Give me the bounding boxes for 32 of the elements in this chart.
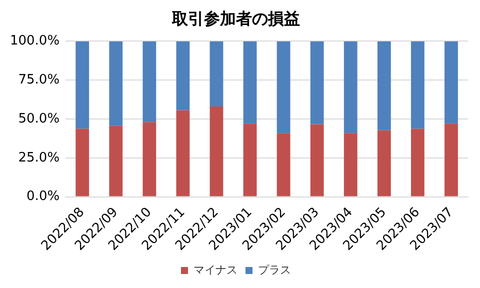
bar xyxy=(276,133,290,196)
chart-title: 取引参加者の損益 xyxy=(171,8,300,28)
bar xyxy=(444,124,458,196)
bar xyxy=(210,106,224,196)
bar xyxy=(377,41,391,130)
y-tick-label: 100.0% xyxy=(10,34,60,49)
bar xyxy=(276,41,290,134)
y-tick-label: 25.0% xyxy=(18,150,60,166)
bar xyxy=(142,41,156,122)
bar xyxy=(210,41,224,107)
bar xyxy=(310,41,324,124)
bar xyxy=(176,110,190,196)
bar xyxy=(243,41,257,124)
bar xyxy=(344,133,358,196)
bar xyxy=(377,130,391,196)
bar xyxy=(243,124,257,196)
bar xyxy=(410,128,424,196)
bar xyxy=(109,41,123,126)
bar xyxy=(76,128,90,196)
bar xyxy=(142,122,156,196)
bar xyxy=(444,41,458,124)
legend-label: プラス xyxy=(258,263,291,276)
bar xyxy=(410,41,424,129)
y-tick-label: 75.0% xyxy=(18,72,60,88)
y-tick-label: 0.0% xyxy=(26,189,60,204)
bar xyxy=(344,41,358,134)
bar xyxy=(310,124,324,196)
bar xyxy=(76,41,90,129)
legend-label: マイナス xyxy=(194,263,238,276)
bar xyxy=(176,41,190,110)
y-tick-label: 50.0% xyxy=(18,111,60,126)
bar xyxy=(109,126,123,196)
